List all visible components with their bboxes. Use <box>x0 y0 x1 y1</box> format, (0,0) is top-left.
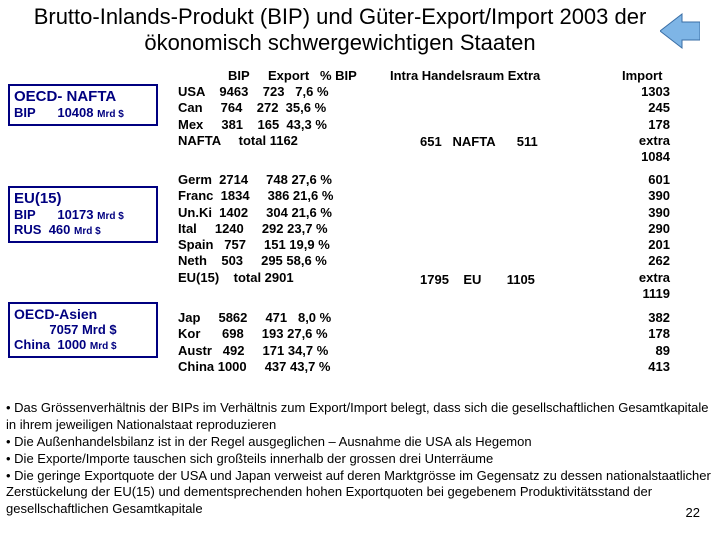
col-bip: BIP <box>228 68 250 84</box>
box-eu15: EU(15) BIP 10173 Mrd $ RUS 460 Mrd $ <box>8 186 158 243</box>
asia-table: Jap 5862 471 8,0 %Kor 698 193 27,6 %Aust… <box>178 310 331 375</box>
col-import: Import <box>622 68 662 83</box>
u: Mrd $ <box>74 226 101 237</box>
k: RUS <box>14 222 41 237</box>
v: 10173 <box>57 207 93 222</box>
v: 1000 <box>57 337 86 352</box>
v: 10408 <box>57 105 93 120</box>
box-title: EU(15) <box>14 190 152 207</box>
k: BIP <box>14 207 36 222</box>
box-line: China 1000 Mrd $ <box>14 337 152 352</box>
asia-imports: 38217889413 <box>610 310 670 375</box>
box-oecd-nafta: OECD- NAFTA BIP 10408 Mrd $ <box>8 84 158 126</box>
v: 460 <box>49 222 71 237</box>
nav-back-icon[interactable] <box>660 12 700 50</box>
page-title: Brutto-Inlands-Produkt (BIP) und Güter-E… <box>20 4 660 57</box>
box-line: BIP 10173 Mrd $ <box>14 207 152 222</box>
box-line: BIP 10408 Mrd $ <box>14 105 152 120</box>
col-export: Export <box>268 68 309 84</box>
box-title: OECD-Asien <box>14 306 152 322</box>
k: China <box>14 337 50 352</box>
eu-imports: 601390390290201262extra 1119 <box>610 172 670 302</box>
u: Mrd $ <box>82 322 117 337</box>
nafta-table: USA 9463 723 7,6 %Can 764 272 35,6 %Mex … <box>178 84 329 149</box>
box-line: 7057 Mrd $ <box>14 322 152 337</box>
box-line: RUS 460 Mrd $ <box>14 222 152 237</box>
nafta-summary: 651 NAFTA 511 <box>420 134 538 149</box>
page-number: 22 <box>686 505 700 520</box>
u: Mrd $ <box>97 211 124 222</box>
bullet-text: • Das Grössenverhältnis der BIPs im Verh… <box>6 400 714 518</box>
eu-table: Germ 2714 748 27,6 %Franc 1834 386 21,6 … <box>178 172 333 286</box>
box-title: OECD- NAFTA <box>14 88 152 105</box>
u: Mrd $ <box>90 341 117 352</box>
u: Mrd $ <box>97 109 124 120</box>
col-intra: Intra Handelsraum Extra <box>390 68 540 83</box>
v: 7057 <box>49 322 78 337</box>
col-pctbip: % BIP <box>320 68 357 84</box>
box-oecd-asien: OECD-Asien 7057 Mrd $ China 1000 Mrd $ <box>8 302 158 358</box>
eu-summary: 1795 EU 1105 <box>420 272 535 287</box>
k: BIP <box>14 105 36 120</box>
nafta-imports: 1303245178extra 1084 <box>610 84 670 165</box>
